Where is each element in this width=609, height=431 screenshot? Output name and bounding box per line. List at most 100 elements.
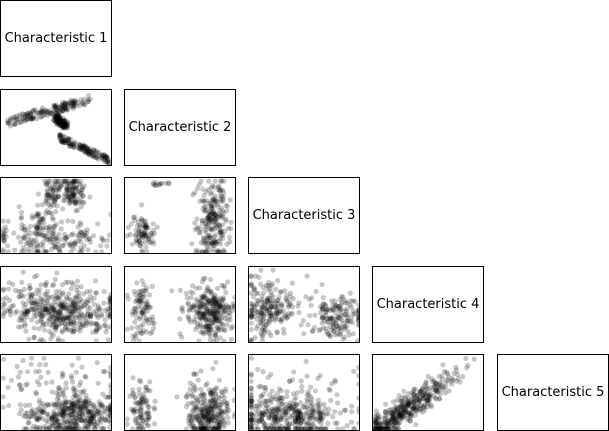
scatter-point	[376, 426, 382, 430]
scatter-point	[80, 99, 86, 105]
scatter-point	[205, 218, 211, 224]
scatter-point	[289, 415, 295, 421]
scatter-point	[38, 282, 44, 288]
scatter-point	[76, 141, 82, 147]
scatter-point	[284, 417, 290, 423]
scatter-point	[261, 330, 268, 336]
scatter-point	[108, 412, 111, 419]
scatter-point	[71, 408, 77, 414]
scatter-point	[210, 197, 216, 203]
scatter-point	[320, 426, 326, 430]
scatter-point	[270, 267, 276, 273]
scatter-point	[295, 414, 301, 420]
scatter-point	[232, 294, 235, 300]
scatter-point	[319, 411, 325, 417]
scatter-point	[93, 307, 99, 313]
scatter-point	[93, 149, 99, 155]
scatter-point	[334, 313, 341, 319]
scatter-point	[263, 403, 270, 409]
scatter-point	[59, 320, 65, 326]
scatter-point	[385, 418, 391, 424]
scatter-point	[137, 328, 144, 334]
scatter-point	[62, 178, 68, 184]
scatter-point	[33, 426, 39, 430]
scatter-point	[26, 419, 32, 425]
scatter-point	[249, 307, 254, 313]
scatter-point	[50, 231, 56, 237]
scatter-point	[52, 296, 58, 302]
scatter-point	[74, 399, 80, 405]
scatter-point	[63, 106, 69, 112]
scatter-point	[320, 409, 326, 415]
scatter-point	[56, 231, 62, 237]
scatter-point	[194, 412, 201, 419]
scatter-point	[202, 426, 208, 430]
scatter-point	[222, 249, 228, 253]
scatter-point	[71, 306, 77, 312]
scatter-point	[285, 314, 291, 320]
scatter-point	[249, 372, 254, 378]
scatter-point	[412, 406, 418, 412]
scatter-point	[196, 300, 202, 306]
scatter-point	[347, 318, 353, 324]
scatter-point	[403, 408, 409, 414]
scatter-point	[56, 322, 62, 328]
scatter-point	[293, 418, 299, 425]
scatter-point	[185, 301, 191, 307]
scatter-point	[34, 410, 40, 416]
scatter-point	[37, 217, 43, 223]
scatter-point	[55, 385, 62, 391]
scatter-point	[306, 392, 312, 398]
scatter-point	[218, 410, 224, 416]
scatter-point	[198, 305, 204, 311]
scatter-point	[194, 324, 200, 330]
scatter-point	[190, 414, 196, 420]
scatter-point	[208, 291, 214, 297]
scatter-point	[267, 285, 273, 291]
scatter-point	[99, 155, 105, 161]
scatter-point	[455, 376, 461, 382]
scatter-point	[255, 366, 261, 372]
scatter-point	[75, 300, 81, 306]
scatter-point	[373, 419, 379, 425]
scatter-point	[199, 409, 205, 416]
scatter-point	[208, 202, 214, 208]
scatter-point	[61, 409, 67, 415]
scatter-point	[261, 299, 267, 305]
scatter-point	[356, 317, 359, 323]
scatter-point	[68, 420, 74, 426]
scatter-point	[60, 317, 66, 323]
scatter-point	[436, 373, 442, 380]
scatter-point	[143, 224, 149, 230]
scatter-point	[29, 291, 35, 298]
scatter-point	[60, 99, 66, 105]
scatter-point	[373, 422, 378, 428]
scatter-point	[281, 313, 287, 319]
scatter-point	[336, 325, 342, 331]
scatter-point	[196, 412, 203, 419]
scatter-point	[132, 406, 138, 412]
scatter-point	[40, 244, 46, 250]
scatter-point	[61, 231, 68, 237]
scatter-point	[323, 411, 329, 417]
scatter-point	[95, 221, 101, 227]
scatter-point	[310, 405, 316, 411]
scatter-point	[68, 311, 74, 317]
scatter-point	[49, 416, 55, 422]
scatter-point	[225, 317, 231, 323]
scatter-point	[208, 392, 214, 398]
scatter-point	[58, 311, 64, 317]
scatter-point	[1, 234, 6, 241]
scatter-point	[266, 279, 272, 286]
scatter-point	[381, 426, 387, 430]
scatter-point	[274, 330, 280, 336]
scatter-point	[48, 201, 54, 207]
scatter-point	[29, 293, 35, 299]
scatter-point	[40, 409, 46, 415]
scatter-point	[433, 396, 439, 402]
scatter-point	[201, 311, 207, 317]
scatter-point	[33, 415, 40, 421]
scatter-point	[138, 394, 144, 400]
scatter-point	[70, 400, 76, 406]
scatter-point	[89, 411, 96, 417]
